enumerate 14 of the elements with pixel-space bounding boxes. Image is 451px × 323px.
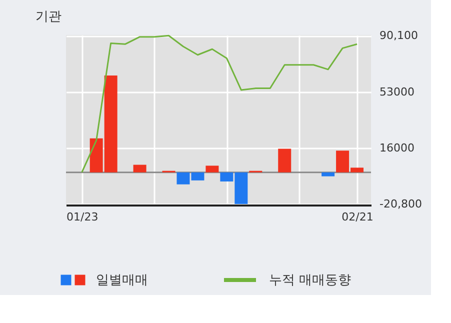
x-tick-label: 01/23 [66,210,98,224]
legend-label: 일별매매 [96,273,148,288]
bar [322,172,335,176]
y-tick-label: -20,800 [380,197,422,210]
y-tick-label: 16000 [380,142,414,155]
y-tick-label: 90,100 [380,29,418,42]
bar [206,166,219,172]
bar [133,164,146,172]
line-series [81,34,358,174]
bar [278,148,292,172]
x-tick-label: 02/21 [342,210,374,224]
chart-title: 기관 [35,10,62,25]
legend-label: 누적 매매동향 [269,273,352,288]
y-tick-label: 53000 [380,85,414,98]
